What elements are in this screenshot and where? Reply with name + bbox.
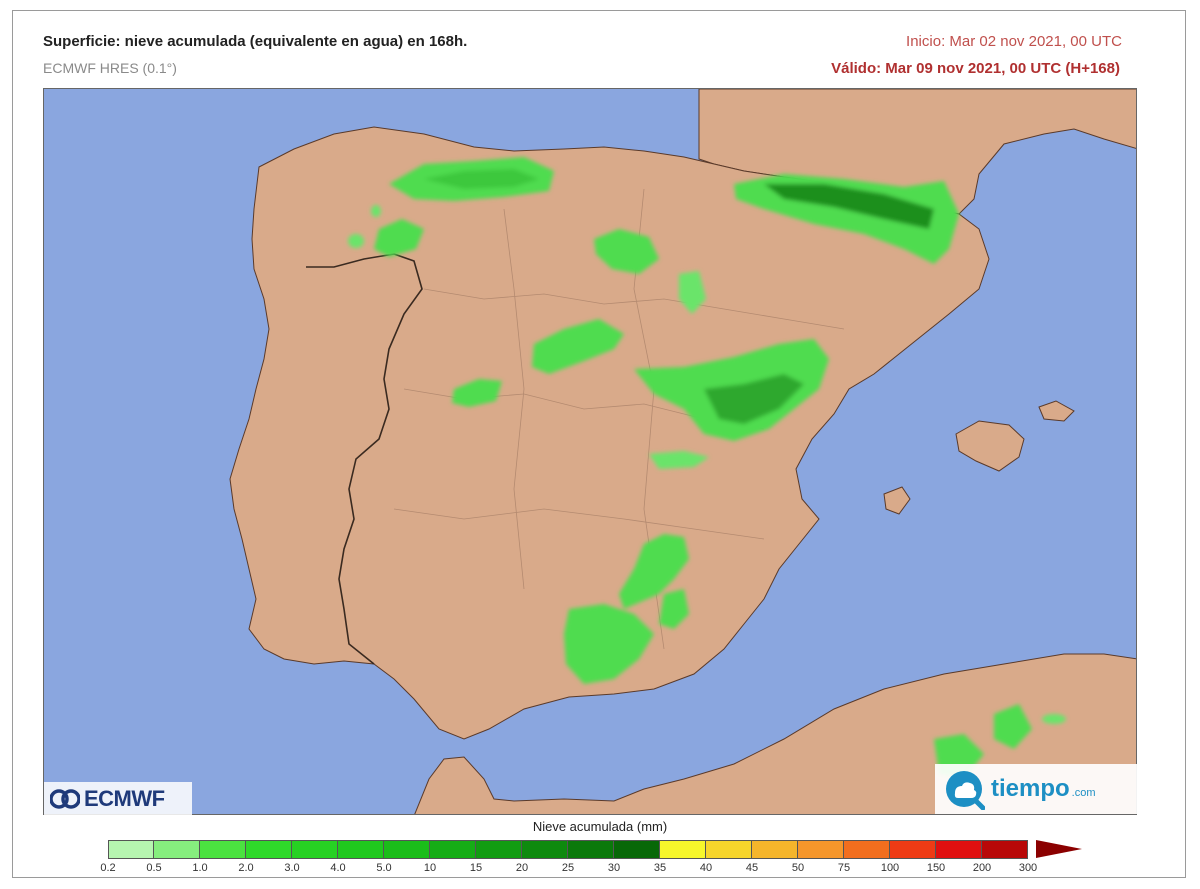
- legend-tick-label: 200: [972, 862, 992, 874]
- legend-swatch: [798, 840, 844, 859]
- snow-atlas-1: [994, 704, 1032, 749]
- snow-atlas-3: [1042, 714, 1066, 724]
- valid-time: Válido: Mar 09 nov 2021, 00 UTC (H+168): [831, 60, 1120, 77]
- ecmwf-logo-text: ECMWF: [84, 785, 165, 811]
- tiempo-logo-domain: .com: [1071, 787, 1096, 799]
- legend-tick-label: 2.0: [238, 862, 254, 874]
- legend-title: Nieve acumulada (mm): [532, 819, 668, 834]
- snow-cantabria-core: [424, 169, 539, 189]
- snow-bética-north: [619, 534, 689, 609]
- init-time: Inicio: Mar 02 nov 2021, 00 UTC: [906, 33, 1122, 50]
- legend-swatch: [200, 840, 246, 859]
- tiempo-logo: tiempo .com: [935, 764, 1137, 814]
- legend-swatch: [338, 840, 384, 859]
- snow-cuenca-strip: [649, 451, 709, 469]
- legend-tick-label: 150: [926, 862, 946, 874]
- map-canvas: [44, 89, 1136, 814]
- legend-tick-label: 4.0: [330, 862, 346, 874]
- snow-guadarrama: [532, 319, 624, 374]
- legend-tick-label: 0.5: [146, 862, 162, 874]
- legend-color-bar: [108, 840, 1028, 859]
- ibiza-island: [883, 486, 911, 515]
- legend-swatch: [936, 840, 982, 859]
- legend-tick-label: 10: [423, 862, 437, 874]
- tiempo-logo-icon: [946, 771, 985, 810]
- legend-swatch: [890, 840, 936, 859]
- legend-tick-label: 3.0: [284, 862, 300, 874]
- snow-betica-east: [659, 589, 689, 629]
- snow-sierra-nevada: [564, 604, 654, 684]
- ecmwf-logo-icon: [50, 788, 80, 809]
- legend-swatch: [982, 840, 1028, 859]
- legend-swatch: [154, 840, 200, 859]
- snow-teruel-core: [704, 374, 804, 424]
- legend-tick-label: 0.2: [100, 862, 116, 874]
- snow-map[interactable]: [43, 88, 1137, 815]
- snow-patches: [348, 157, 1066, 779]
- legend-tick-label: 1.0: [192, 862, 208, 874]
- snow-small-2: [371, 205, 381, 217]
- legend-tick-label: 20: [515, 862, 529, 874]
- legend-swatch: [660, 840, 706, 859]
- legend-tick-label: 40: [699, 862, 713, 874]
- map-title: Superficie: nieve acumulada (equivalente…: [43, 33, 468, 50]
- snow-pyrenees-core: [764, 184, 934, 229]
- legend-overflow-arrow: [1036, 840, 1082, 858]
- snow-small-1: [348, 234, 364, 248]
- legend-swatch: [752, 840, 798, 859]
- legend-swatch: [844, 840, 890, 859]
- legend-tick-label: 75: [837, 862, 851, 874]
- mallorca-island: [955, 420, 1025, 472]
- legend-tick-label: 50: [791, 862, 805, 874]
- legend-swatch: [522, 840, 568, 859]
- legend-ticks: 0.2 0.5 1.0 2.0 3.0 4.0 5.0 10 15 20 25 30 35 40 45 50 7…: [0, 862, 1200, 878]
- legend-swatch: [384, 840, 430, 859]
- legend-swatch: [476, 840, 522, 859]
- snow-gredos: [452, 379, 502, 407]
- legend-swatch: [430, 840, 476, 859]
- snow-iberico-north: [594, 229, 659, 274]
- snow-galicia-east: [374, 219, 424, 257]
- tiempo-logo-text: tiempo: [991, 775, 1070, 802]
- model-label: ECMWF HRES (0.1°): [43, 60, 177, 76]
- legend-tick-label: 15: [469, 862, 483, 874]
- legend-swatch: [292, 840, 338, 859]
- legend-swatch: [246, 840, 292, 859]
- legend-tick-label: 300: [1018, 862, 1038, 874]
- legend-tick-label: 45: [745, 862, 759, 874]
- legend-swatch: [614, 840, 660, 859]
- ecmwf-logo: ECMWF: [44, 782, 192, 815]
- legend-tick-label: 30: [607, 862, 621, 874]
- legend-swatch: [706, 840, 752, 859]
- legend-tick-label: 5.0: [376, 862, 392, 874]
- legend-swatch: [108, 840, 154, 859]
- legend-tick-label: 100: [880, 862, 900, 874]
- legend-swatch: [568, 840, 614, 859]
- legend-tick-label: 35: [653, 862, 667, 874]
- snow-iberico-small: [679, 271, 706, 314]
- legend-tick-label: 25: [561, 862, 575, 874]
- menorca-island: [1038, 400, 1075, 422]
